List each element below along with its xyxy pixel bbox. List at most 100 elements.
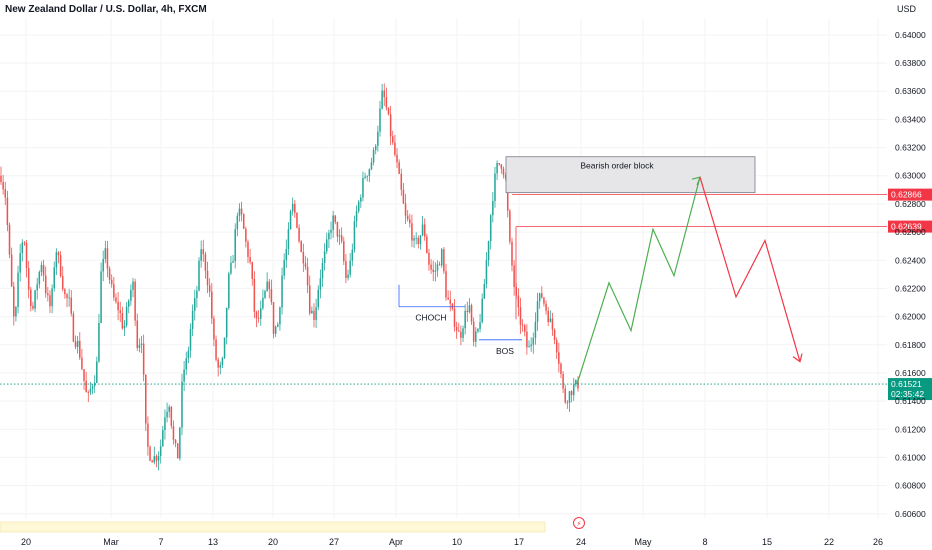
candle-body [528,346,530,348]
candle-body [247,241,249,257]
candle-body [500,164,503,169]
candle-body [440,249,443,266]
candle-body [208,285,211,292]
candle-body [502,168,505,175]
candle-body [391,136,394,143]
candle-body [323,251,326,263]
x-tick-label: May [634,537,652,547]
candle-body [155,456,158,461]
candle-body [551,318,554,330]
candle-body [176,443,179,459]
candle-body [347,274,349,279]
symbol-title[interactable]: New Zealand Dollar / U.S. Dollar, 4h, FX… [5,4,207,15]
forecast-down-arrowhead [792,353,803,363]
currency-label: USD [897,4,917,14]
price-axis[interactable]: 0.64000 0.63800 0.63600 0.63400 0.63200 0.630… [895,30,926,519]
candle-body [159,446,162,456]
candle-body [264,291,266,298]
candle-body [123,325,126,329]
candle-body [415,237,417,239]
candle-body [253,278,256,312]
candle-body [147,423,149,447]
candle-body [4,189,7,198]
y-tick-label: 0.61400 [895,396,926,406]
time-axis[interactable]: 20 Mar 7 13 20 27 Apr 10 17 24 May 8 15 22 26 ⚡ [0,517,883,548]
candle-body [2,182,4,190]
candle-body [558,352,560,364]
candle-body [251,262,254,279]
candle-body [183,369,185,382]
candle-body [85,380,87,393]
candle-body [481,298,483,323]
candle-body [530,344,532,347]
candle-body [553,329,556,341]
candle-body [360,197,362,202]
candle-body [464,310,466,329]
x-tick-label: 13 [208,537,218,547]
candle-body [96,361,98,383]
current-price-label-bg [888,378,932,401]
candle-body [475,331,477,342]
candle-body [379,108,381,132]
candle-body [285,249,288,261]
candle-body [30,289,32,306]
candle-body [443,249,445,272]
y-tick-label: 0.61600 [895,368,926,378]
x-tick-label: 26 [873,537,883,547]
candle-body [296,212,298,228]
candle-body [300,241,302,252]
candle-body [59,255,62,277]
candle-body [332,215,334,230]
candle-body [534,321,537,339]
candle-body [294,203,296,213]
candle-body [19,253,21,273]
candle-body [370,162,373,170]
candle-body [489,215,492,242]
candle-body [400,173,403,190]
candle-body [477,329,479,332]
candle-body [115,297,117,302]
candle-body [234,229,236,262]
candle-body [13,286,15,317]
candle-body [509,210,511,242]
candle-body [162,430,164,447]
candle-body [511,241,513,266]
candle-body [377,131,379,146]
candle-body [321,262,324,279]
candle-body [134,281,136,321]
candle-body [336,221,339,237]
candle-body [68,297,70,299]
candle-body [466,310,469,313]
x-tick-label: Mar [103,537,119,547]
x-tick-label: Apr [389,537,403,547]
candle-body [121,313,124,329]
x-tick-label: 7 [158,537,163,547]
candle-body [319,278,322,290]
candle-body [287,229,290,250]
candle-body [113,284,115,298]
candle-body [549,318,552,322]
candle-body [451,303,454,309]
candle-body [283,260,285,276]
candle-body [225,307,228,338]
candle-body [449,299,452,304]
candle-body [545,303,547,311]
candle-body [404,203,407,216]
candle-body [259,308,262,319]
candle-body [168,406,170,412]
candle-body [245,228,247,242]
candle-body [268,281,271,290]
candle-body [102,259,104,272]
y-tick-label: 0.63400 [895,114,926,124]
candle-body [572,384,575,396]
candle-body [575,379,577,385]
candle-body [106,248,109,269]
candle-body [10,254,13,287]
candle-body [119,310,121,314]
y-tick-label: 0.63200 [895,143,926,153]
candle-body [91,386,94,389]
candle-body [206,270,209,286]
candle-body [179,427,181,459]
candle-body [185,358,188,370]
